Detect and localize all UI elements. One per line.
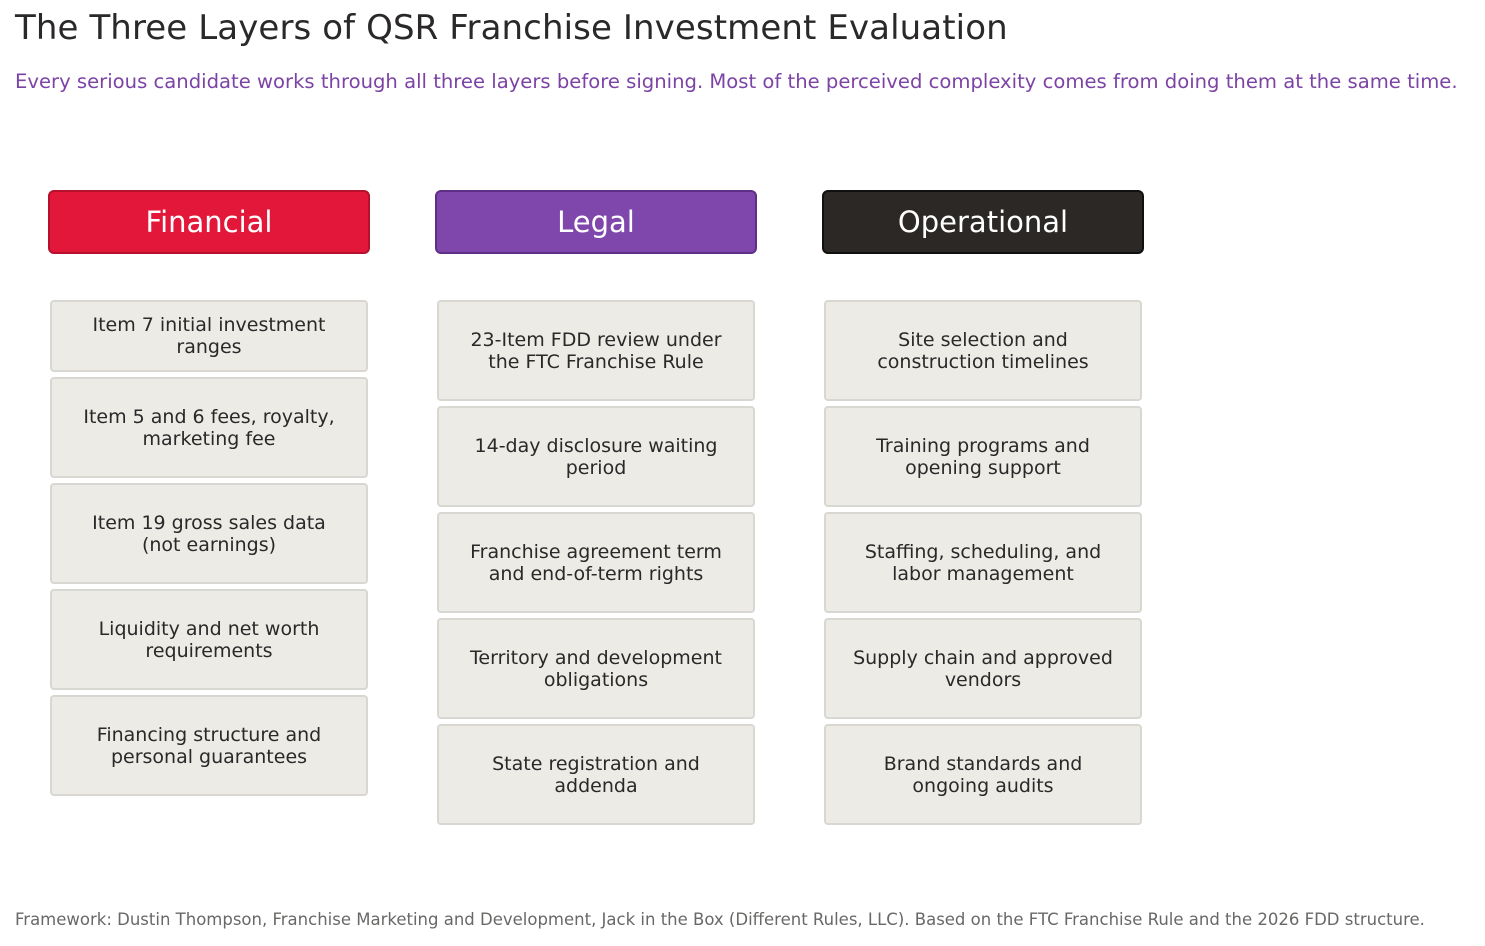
- legal-items: 23-Item FDD review under the FTC Franchi…: [435, 300, 757, 825]
- source-footnote: Framework: Dustin Thompson, Franchise Ma…: [15, 910, 1425, 929]
- financial-items: Item 7 initial investment ranges Item 5 …: [48, 300, 370, 796]
- operational-items: Site selection and construction timeline…: [822, 300, 1144, 825]
- operational-header: Operational: [822, 190, 1144, 254]
- legal-item: Franchise agreement term and end-of-term…: [437, 512, 755, 613]
- operational-item: Brand standards and ongoing audits: [824, 724, 1142, 825]
- legal-item: 14-day disclosure waiting period: [437, 406, 755, 507]
- legal-item: State registration and addenda: [437, 724, 755, 825]
- legal-header: Legal: [435, 190, 757, 254]
- financial-item: Item 5 and 6 fees, royalty, marketing fe…: [50, 377, 368, 478]
- financial-item: Financing structure and personal guarant…: [50, 695, 368, 796]
- financial-column: Financial Item 7 initial investment rang…: [48, 190, 370, 801]
- financial-item: Item 19 gross sales data (not earnings): [50, 483, 368, 584]
- legal-column: Legal 23-Item FDD review under the FTC F…: [435, 190, 757, 830]
- legal-item: Territory and development obligations: [437, 618, 755, 719]
- page-subtitle: Every serious candidate works through al…: [15, 70, 1458, 93]
- operational-item: Staffing, scheduling, and labor manageme…: [824, 512, 1142, 613]
- page-title: The Three Layers of QSR Franchise Invest…: [15, 8, 1008, 48]
- financial-item: Item 7 initial investment ranges: [50, 300, 368, 372]
- operational-item: Supply chain and approved vendors: [824, 618, 1142, 719]
- operational-item: Site selection and construction timeline…: [824, 300, 1142, 401]
- financial-item: Liquidity and net worth requirements: [50, 589, 368, 690]
- legal-item: 23-Item FDD review under the FTC Franchi…: [437, 300, 755, 401]
- operational-column: Operational Site selection and construct…: [822, 190, 1144, 830]
- financial-header: Financial: [48, 190, 370, 254]
- operational-item: Training programs and opening support: [824, 406, 1142, 507]
